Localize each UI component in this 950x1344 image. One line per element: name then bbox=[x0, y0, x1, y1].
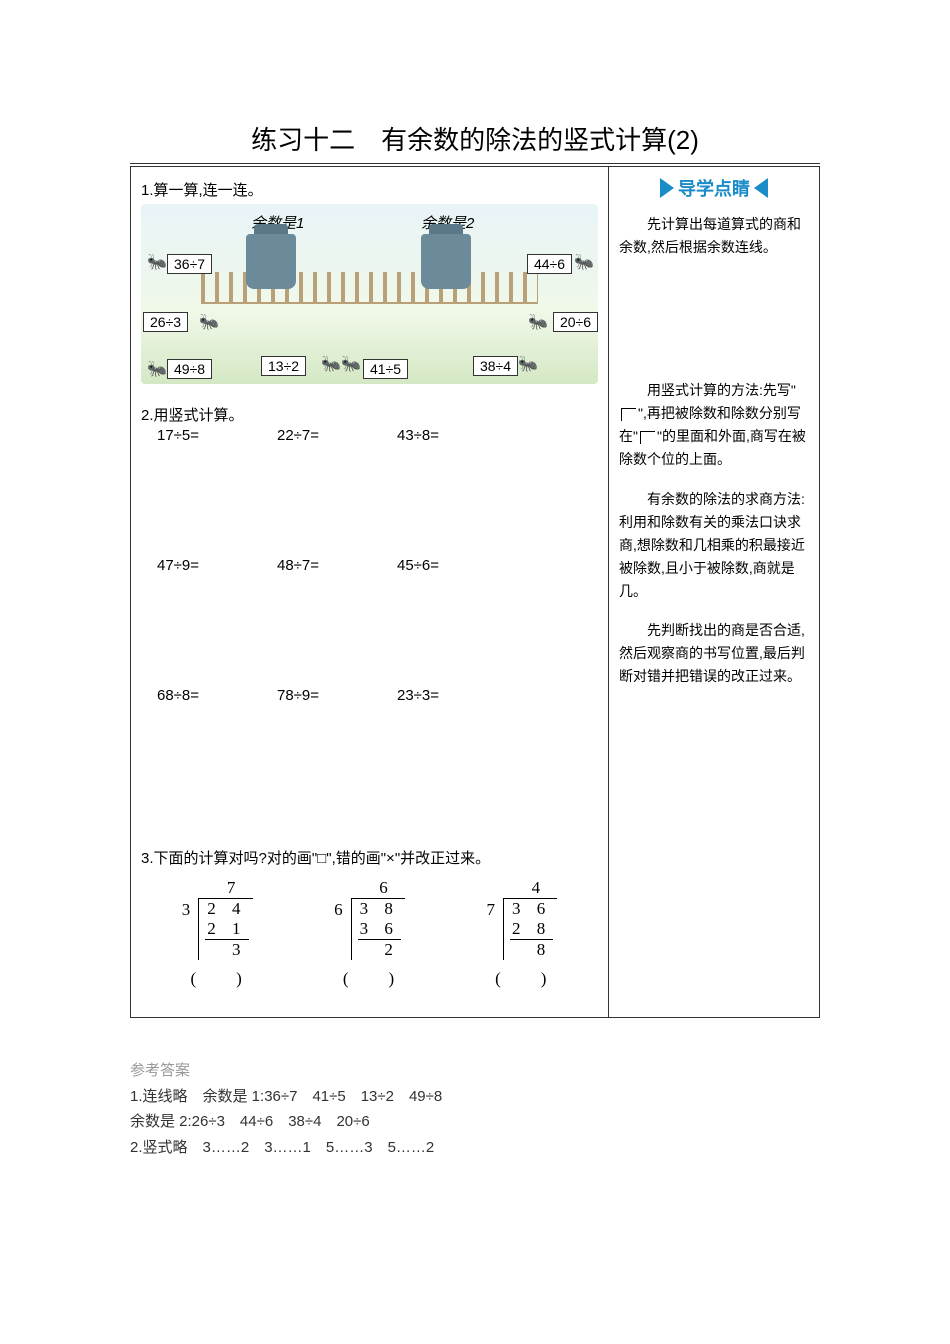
ld3-sub: 2 8 bbox=[510, 919, 553, 940]
ld3-rem: 8 bbox=[510, 940, 553, 960]
tip-p2: 用竖式计算的方法:先写"",再把被除数和除数分别写在""的里面和外面,商写在被除… bbox=[619, 379, 809, 471]
eq-48-7: 48÷7= bbox=[277, 557, 397, 687]
chevron-right-icon bbox=[754, 178, 768, 198]
ld2-quotient: 6 bbox=[334, 878, 405, 898]
answers-title: 参考答案 bbox=[130, 1058, 820, 1084]
ant-icon: 🐜 bbox=[321, 354, 341, 374]
ant-icon: 🐜 bbox=[147, 359, 167, 379]
longdiv-1: 7 3 2 4 2 1 3 ( ) bbox=[182, 878, 253, 989]
eq-20-6: 20÷6 bbox=[553, 312, 598, 332]
eq-49-8: 49÷8 bbox=[167, 359, 212, 379]
eq-17-5: 17÷5= bbox=[157, 427, 277, 557]
ld1-dividend: 2 4 bbox=[205, 899, 248, 919]
ant-icon: 🐜 bbox=[574, 252, 594, 272]
ld2-sub: 3 6 bbox=[358, 919, 401, 940]
q1-illustration: 余数是1 余数是2 🐜 36÷7 🐜 44÷6 🐜 26÷3 🐜 20÷6 🐜 … bbox=[141, 204, 598, 384]
answer-1b: 余数是 2:26÷3 44÷6 38÷4 20÷6 bbox=[130, 1109, 820, 1135]
questions-column: 1.算一算,连一连。 余数是1 余数是2 🐜 36÷7 🐜 44÷6 🐜 26÷… bbox=[131, 167, 609, 1017]
eq-36-7: 36÷7 bbox=[167, 254, 212, 274]
divider bbox=[130, 163, 820, 164]
q3-row: 7 3 2 4 2 1 3 ( ) 6 6 bbox=[141, 878, 598, 989]
eq-47-9: 47÷9= bbox=[157, 557, 277, 687]
trash-can-1 bbox=[246, 234, 296, 289]
tip-p3: 有余数的除法的求商方法:利用和除数有关的乘法口诀求商,想除数和几相乘的积最接近被… bbox=[619, 488, 809, 603]
ld3-dividend: 3 6 bbox=[510, 899, 553, 919]
division-bracket-icon bbox=[621, 408, 636, 421]
eq-38-4: 38÷4 bbox=[473, 356, 518, 376]
q2-row1: 17÷5= 22÷7= 43÷8= bbox=[157, 427, 598, 557]
ld1-quotient: 7 bbox=[182, 878, 253, 898]
q3-heading: 3.下面的计算对吗?对的画"□",错的画"×"并改正过来。 bbox=[141, 847, 598, 868]
q2-row2: 47÷9= 48÷7= 45÷6= bbox=[157, 557, 598, 687]
longdiv-3: 4 7 3 6 2 8 8 ( ) bbox=[486, 878, 557, 989]
longdiv-2: 6 6 3 8 3 6 2 ( ) bbox=[334, 878, 405, 989]
tips-column: 导学点睛 先计算出每道算式的商和余数,然后根据余数连线。 用竖式计算的方法:先写… bbox=[609, 167, 819, 1017]
eq-26-3: 26÷3 bbox=[143, 312, 188, 332]
eq-44-6: 44÷6 bbox=[527, 254, 572, 274]
ld1-paren: ( ) bbox=[182, 964, 253, 989]
tip-p1: 先计算出每道算式的商和余数,然后根据余数连线。 bbox=[619, 213, 809, 259]
ant-icon: 🐜 bbox=[199, 312, 219, 332]
q2-heading: 2.用竖式计算。 bbox=[141, 404, 598, 425]
ld1-rem: 3 bbox=[205, 940, 248, 960]
division-bracket-icon bbox=[640, 431, 655, 444]
ld3-divisor: 7 bbox=[486, 898, 501, 920]
trash-can-2 bbox=[421, 234, 471, 289]
tip-p2a: 用竖式计算的方法:先写" bbox=[647, 382, 796, 398]
tips-header: 导学点睛 bbox=[619, 175, 809, 201]
chevron-left-icon bbox=[660, 178, 674, 198]
ld3-paren: ( ) bbox=[486, 964, 557, 989]
answer-2: 2.竖式略 3……2 3……1 5……3 5……2 bbox=[130, 1135, 820, 1161]
eq-68-8: 68÷8= bbox=[157, 687, 277, 817]
eq-23-3: 23÷3= bbox=[397, 687, 517, 817]
content-box: 1.算一算,连一连。 余数是1 余数是2 🐜 36÷7 🐜 44÷6 🐜 26÷… bbox=[130, 166, 820, 1018]
ld3-quotient: 4 bbox=[486, 878, 557, 898]
ld2-rem: 2 bbox=[358, 940, 401, 960]
ld2-divisor: 6 bbox=[334, 898, 349, 920]
ld2-paren: ( ) bbox=[334, 964, 405, 989]
ant-icon: 🐜 bbox=[341, 354, 361, 374]
page-title: 练习十二 有余数的除法的竖式计算(2) bbox=[130, 120, 820, 157]
eq-45-6: 45÷6= bbox=[397, 557, 517, 687]
ant-icon: 🐜 bbox=[518, 354, 538, 374]
ant-icon: 🐜 bbox=[528, 312, 548, 332]
q1-heading: 1.算一算,连一连。 bbox=[141, 179, 598, 200]
eq-41-5: 41÷5 bbox=[363, 359, 408, 379]
eq-78-9: 78÷9= bbox=[277, 687, 397, 817]
answer-1a: 1.连线略 余数是 1:36÷7 41÷5 13÷2 49÷8 bbox=[130, 1084, 820, 1110]
ld1-sub: 2 1 bbox=[205, 919, 248, 940]
eq-22-7: 22÷7= bbox=[277, 427, 397, 557]
tips-title: 导学点睛 bbox=[678, 175, 750, 201]
ld1-divisor: 3 bbox=[182, 898, 197, 920]
eq-13-2: 13÷2 bbox=[261, 356, 306, 376]
q2-row3: 68÷8= 78÷9= 23÷3= bbox=[157, 687, 598, 817]
eq-43-8: 43÷8= bbox=[397, 427, 517, 557]
tip-p4: 先判断找出的商是否合适,然后观察商的书写位置,最后判断对错并把错误的改正过来。 bbox=[619, 619, 809, 688]
ant-icon: 🐜 bbox=[147, 252, 167, 272]
ld2-dividend: 3 8 bbox=[358, 899, 401, 919]
answers-section: 参考答案 1.连线略 余数是 1:36÷7 41÷5 13÷2 49÷8 余数是… bbox=[130, 1058, 820, 1160]
